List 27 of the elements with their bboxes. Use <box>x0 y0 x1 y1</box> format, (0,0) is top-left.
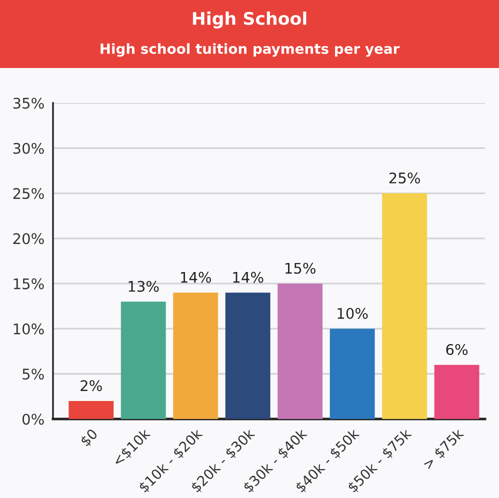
data-label: 25% <box>389 172 420 184</box>
data-label: 10% <box>338 308 368 319</box>
chart-title: High School <box>192 12 306 28</box>
bar <box>68 400 114 419</box>
data-label: 13% <box>128 280 159 292</box>
data-label: 15% <box>285 262 316 274</box>
chart-subtitle: High school tuition payments per year <box>100 43 400 57</box>
bar <box>382 193 428 419</box>
x-tick-label: $0 <box>79 428 100 448</box>
y-tick-label: 10% <box>14 323 44 334</box>
y-tick-label: 0% <box>22 414 44 425</box>
data-label: 2% <box>80 380 102 392</box>
y-tick-label: 35% <box>13 98 44 109</box>
y-tick-label: 15% <box>14 278 44 290</box>
bar <box>278 284 323 419</box>
bar <box>120 302 166 419</box>
bar <box>173 292 218 419</box>
y-tick-label: 30% <box>13 142 44 154</box>
data-label: 14% <box>181 272 212 283</box>
y-tick-label: 20% <box>13 233 44 244</box>
y-tick-label: 25% <box>13 188 44 200</box>
bar <box>330 328 375 419</box>
y-tick-label: 5% <box>22 368 44 380</box>
data-label: 14% <box>233 272 264 283</box>
data-label: 6% <box>446 344 468 356</box>
bar <box>434 364 480 419</box>
bar <box>225 292 270 419</box>
